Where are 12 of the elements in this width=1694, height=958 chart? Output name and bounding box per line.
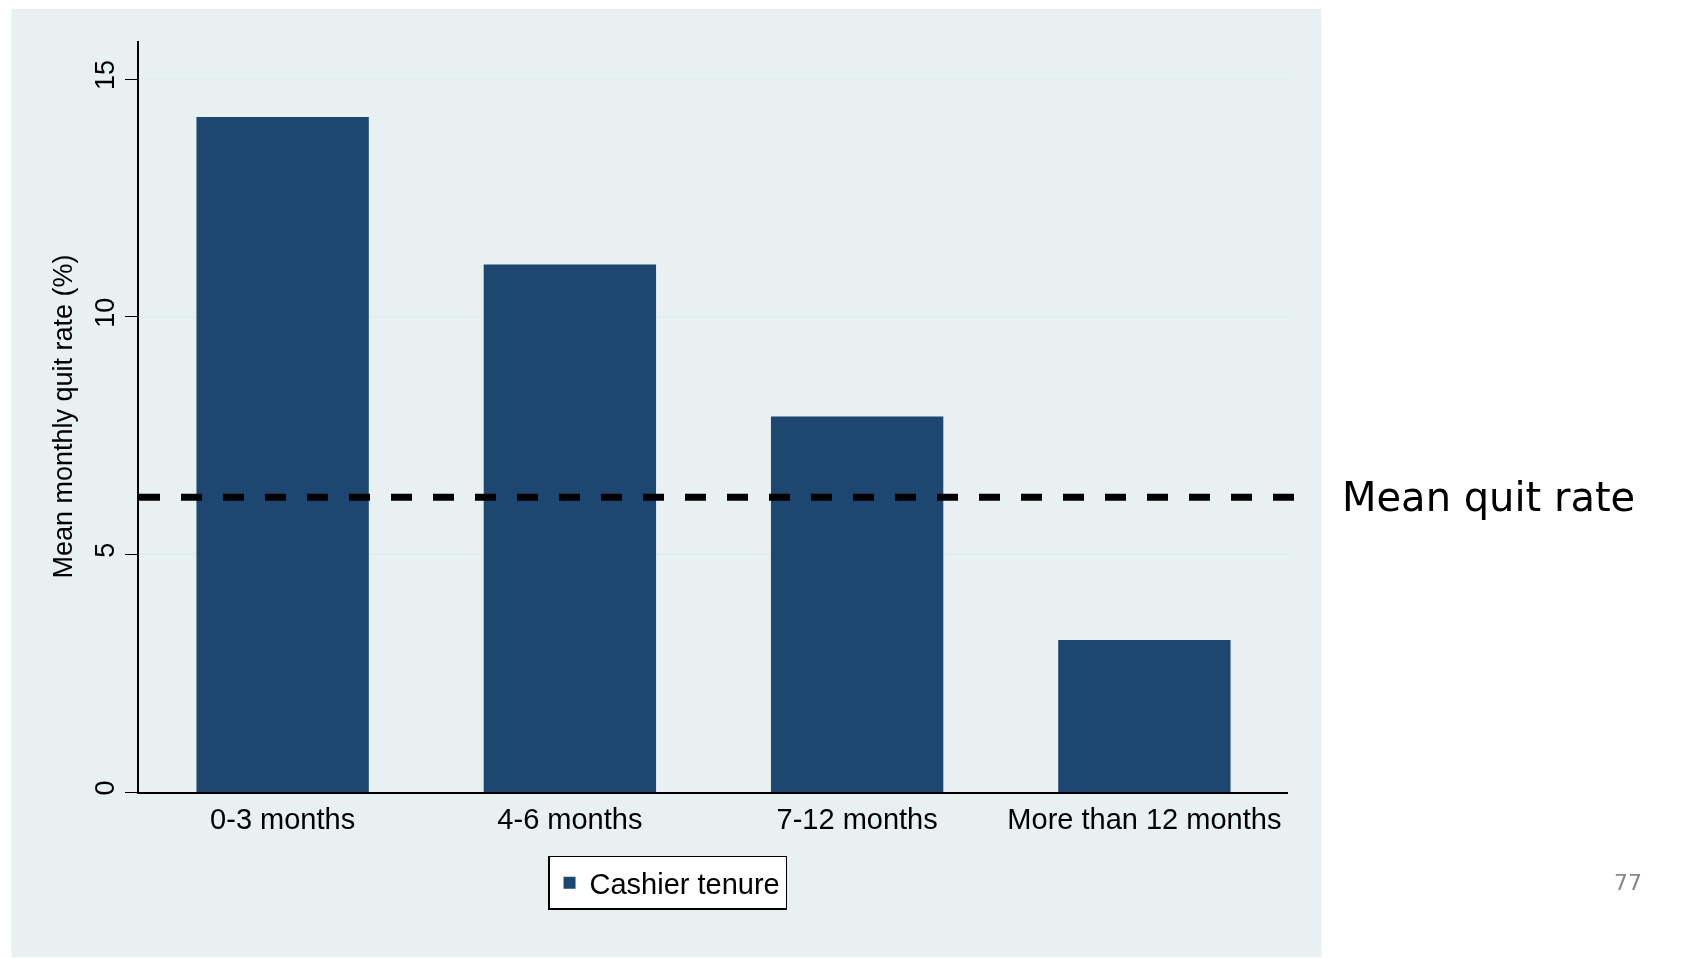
x-tick-label: More than 12 months [1007, 802, 1282, 835]
y-tick-label: 15 [90, 59, 121, 90]
y-axis-title: Mean monthly quit rate (%) [48, 254, 78, 579]
x-tick-label: 0-3 months [210, 802, 356, 835]
text: 77 [1614, 870, 1642, 895]
x-tick-label: 4-6 months [497, 802, 643, 835]
x-tick-label: 7-12 months [776, 802, 938, 835]
y-tick-label: 10 [90, 297, 121, 328]
legend-label: Cashier tenure [589, 867, 780, 900]
y-tick-label: 5 [90, 542, 121, 558]
ref-line-label: Mean quit rate [1342, 474, 1636, 520]
y-tick-label: 0 [90, 780, 121, 796]
